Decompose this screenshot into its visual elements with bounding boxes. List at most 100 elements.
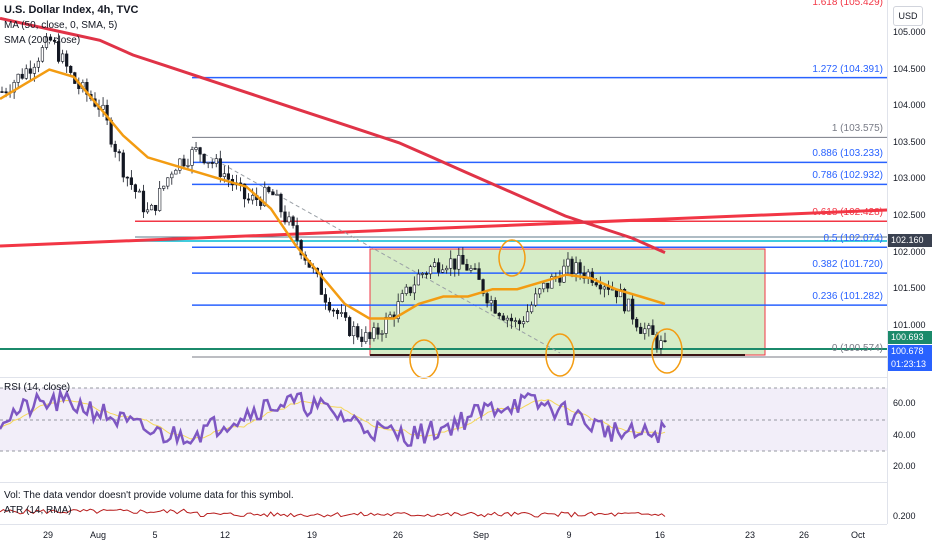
candle-body <box>198 147 202 155</box>
candle-body <box>380 333 384 335</box>
candle-body <box>529 304 534 313</box>
candle-body <box>271 191 275 196</box>
price-tag: 100.678 <box>888 345 932 358</box>
candle-body <box>416 273 420 286</box>
candle-body <box>453 258 457 270</box>
atr-legend[interactable]: ATR (14, RMA) <box>4 505 72 516</box>
candle-body <box>449 258 453 269</box>
candle-body <box>299 240 303 256</box>
price-tick: 101.500 <box>893 283 926 294</box>
price-tag: 100.693 <box>888 331 932 344</box>
candle-body <box>360 336 364 342</box>
candle-body <box>28 68 32 74</box>
date-tick: 12 <box>219 530 231 540</box>
rsi-tick: 40.00 <box>893 430 916 440</box>
candle-body <box>501 315 505 321</box>
main-chart-svg[interactable] <box>0 0 887 524</box>
ma-legend[interactable]: MA (50, close, 0, SMA, 5) <box>4 20 118 31</box>
rsi-tick: 60.00 <box>893 398 916 408</box>
candle-body <box>627 298 631 312</box>
candle-body <box>105 104 109 121</box>
candle-body <box>509 317 513 322</box>
candle-body <box>48 36 53 41</box>
candle-body <box>331 309 336 312</box>
candle-body <box>327 301 332 311</box>
trendline <box>0 208 887 248</box>
candle-body <box>400 293 404 302</box>
fib-level-label: 0.236 (101.282) <box>812 291 883 303</box>
fib-level-label: 1 (103.575) <box>831 123 883 135</box>
currency-badge[interactable]: USD <box>893 6 923 26</box>
candle-body <box>396 301 400 319</box>
rsi-separator <box>0 377 887 378</box>
candle-body <box>251 194 255 201</box>
candle-body <box>473 268 477 270</box>
candle-body <box>12 82 16 93</box>
date-tick: 23 <box>744 530 756 540</box>
candle-body <box>376 327 380 335</box>
fib-level-label: 0.382 (101.720) <box>812 259 883 271</box>
candle-body <box>129 177 133 185</box>
candle-body <box>477 268 481 280</box>
candle-body <box>388 314 392 318</box>
candle-body <box>651 325 655 335</box>
atr-separator <box>0 482 887 483</box>
price-axis[interactable] <box>887 0 932 524</box>
sma-legend[interactable]: SMA (200, close) <box>4 35 81 46</box>
candle-body <box>267 186 271 193</box>
candle-body <box>663 340 667 342</box>
candle-body <box>339 312 344 314</box>
candle-body <box>639 326 643 334</box>
candle-body <box>24 68 28 79</box>
rsi-legend[interactable]: RSI (14, close) <box>4 382 71 393</box>
candle-body <box>420 273 425 275</box>
candle-body <box>56 41 61 62</box>
ma-line <box>0 68 666 320</box>
candle-body <box>428 266 433 275</box>
fib-level-label: 0.618 (102.428) <box>812 207 883 219</box>
candle-body <box>570 258 574 275</box>
candle-body <box>287 216 291 223</box>
candle-body <box>40 47 45 62</box>
highlight-circle <box>545 333 575 377</box>
fib-level-label: 1.618 (105.429) <box>812 0 883 8</box>
highlight-circle <box>498 239 526 277</box>
candle-body <box>493 300 497 314</box>
candle-body <box>158 188 162 211</box>
date-axis[interactable] <box>0 524 887 551</box>
candle-body <box>214 158 218 164</box>
candle-body <box>622 289 627 312</box>
candle-body <box>412 284 416 294</box>
candle-body <box>113 143 117 152</box>
candle-body <box>408 286 412 294</box>
candle-body <box>566 258 570 267</box>
date-tick: 5 <box>152 530 158 540</box>
candle-body <box>178 158 182 171</box>
candle-body <box>263 186 267 206</box>
date-tick: 9 <box>566 530 572 540</box>
candle-body <box>659 340 663 349</box>
candle-body <box>424 273 429 275</box>
price-tick: 102.500 <box>893 210 926 220</box>
atr-line <box>0 508 666 518</box>
date-tick: Aug <box>89 530 107 540</box>
candle-body <box>137 190 142 193</box>
highlight-circle <box>409 339 439 379</box>
candle-body <box>145 209 150 213</box>
candle-body <box>149 204 154 211</box>
date-tick: Oct <box>850 530 866 540</box>
candle-body <box>4 91 8 94</box>
candle-body <box>521 321 526 325</box>
candle-body <box>348 317 352 337</box>
candle-body <box>525 311 530 322</box>
candle-body <box>182 158 186 167</box>
candle-body <box>125 176 129 179</box>
candle-body <box>368 332 372 339</box>
candle-body <box>323 294 328 303</box>
candle-body <box>247 198 251 201</box>
candle-body <box>647 325 651 330</box>
candle-body <box>121 152 125 178</box>
price-tick: 102.000 <box>893 246 926 257</box>
fib-level-label: 0.886 (103.233) <box>812 148 883 160</box>
